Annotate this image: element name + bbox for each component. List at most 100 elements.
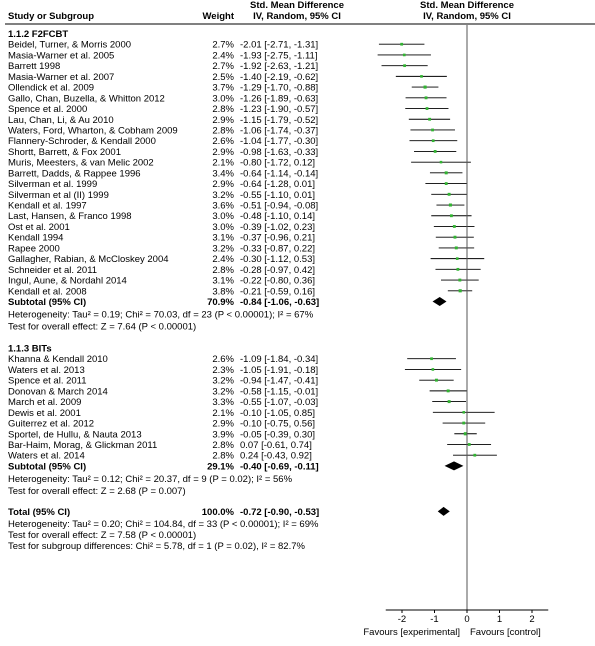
- study-marker: [453, 235, 457, 239]
- study-name: Ingul, Aune, & Nordahl 2014: [8, 276, 127, 287]
- study-marker: [463, 432, 467, 436]
- study-name: Kendall 1994: [8, 233, 63, 244]
- study-weight: 2.1%: [212, 408, 234, 419]
- favours-left-label: Favours [experimental]: [363, 627, 460, 638]
- study-marker: [400, 42, 404, 46]
- header-plot-title: Std. Mean Difference: [420, 0, 514, 11]
- study-marker: [473, 453, 477, 457]
- study-weight: 2.5%: [212, 72, 234, 83]
- study-marker: [431, 128, 434, 132]
- subtotal-diamond: [432, 297, 447, 306]
- study-marker: [455, 257, 459, 260]
- study-ci: -0.94 [-1.47, -0.41]: [240, 376, 318, 387]
- study-ci: -0.48 [-1.10, 0.14]: [240, 211, 315, 222]
- study-name: Last, Hansen, & Franco 1998: [8, 211, 132, 222]
- study-ci: -0.10 [-1.05, 0.85]: [240, 408, 315, 419]
- study-ci: -0.22 [-0.80, 0.36]: [240, 276, 315, 287]
- subtotal-ci: -0.84 [-1.06, -0.63]: [240, 297, 319, 308]
- study-ci: -0.55 [-1.07, -0.03]: [240, 397, 318, 408]
- subgroup-differences-text: Test for subgroup differences: Chi² = 5.…: [8, 541, 306, 552]
- subtotal-weight: 70.9%: [207, 297, 234, 308]
- study-name: Masia-Warner et al. 2007: [8, 72, 114, 83]
- study-weight: 3.0%: [212, 211, 234, 222]
- study-name: Khanna & Kendall 2010: [8, 354, 108, 365]
- study-weight: 3.1%: [212, 233, 234, 244]
- study-name: Spence et al. 2000: [8, 104, 87, 115]
- total-weight: 100.0%: [202, 507, 235, 518]
- study-weight: 2.4%: [212, 254, 234, 265]
- study-name: Guiterrez et al. 2012: [8, 419, 94, 430]
- study-weight: 3.7%: [212, 83, 234, 94]
- study-name: Gallagher, Rabian, & McCloskey 2004: [8, 254, 169, 265]
- study-weight: 2.8%: [212, 104, 234, 115]
- study-weight: 2.8%: [212, 440, 234, 451]
- study-marker: [430, 357, 433, 361]
- study-name: Muris, Meesters, & van Melic 2002: [8, 158, 154, 169]
- tick-label: 1: [497, 614, 502, 625]
- study-marker: [403, 64, 406, 68]
- study-name: Spence et al. 2011: [8, 376, 87, 387]
- study-ci: -0.98 [-1.63, -0.33]: [240, 147, 318, 158]
- header-smd-title: Std. Mean Difference: [250, 0, 344, 11]
- study-marker: [458, 278, 462, 282]
- study-ci: -0.80 [-1.72, 0.12]: [240, 158, 315, 169]
- study-weight: 2.8%: [212, 265, 234, 276]
- study-marker: [462, 421, 466, 425]
- study-weight: 2.7%: [212, 40, 234, 51]
- tick-label: 0: [464, 614, 469, 625]
- study-weight: 2.6%: [212, 136, 234, 147]
- study-weight: 3.0%: [212, 93, 234, 104]
- subtotal-weight: 29.1%: [207, 461, 234, 472]
- study-ci: -1.04 [-1.77, -0.30]: [240, 136, 318, 147]
- tick-label: -1: [430, 614, 438, 625]
- study-weight: 3.0%: [212, 222, 234, 233]
- study-name: Bar-Haim, Morag, & Glickman 2011: [8, 440, 157, 451]
- header-weight: Weight: [203, 11, 235, 22]
- study-marker: [458, 289, 462, 293]
- study-weight: 2.8%: [212, 451, 234, 462]
- study-marker: [431, 368, 435, 371]
- study-marker: [439, 160, 443, 164]
- study-weight: 2.9%: [212, 115, 234, 126]
- study-ci: -0.05 [-0.39, 0.30]: [240, 429, 315, 440]
- total-ci: -0.72 [-0.90, -0.53]: [240, 507, 319, 518]
- study-marker: [444, 182, 448, 185]
- study-marker: [449, 214, 453, 218]
- study-name: Lau, Chan, Li, & Au 2010: [8, 115, 114, 126]
- study-marker: [425, 107, 429, 110]
- study-ci: -1.05 [-1.91, -0.18]: [240, 365, 318, 376]
- study-name: Ost et al. 2001: [8, 222, 70, 233]
- heterogeneity-text: Heterogeneity: Tau² = 0.19; Chi² = 70.03…: [8, 310, 314, 321]
- study-weight: 2.8%: [212, 125, 234, 136]
- study-ci: -0.64 [-1.28, 0.01]: [240, 179, 315, 190]
- study-marker: [456, 267, 460, 271]
- study-ci: -1.93 [-2.75, -1.11]: [240, 50, 317, 61]
- overall-effect-text: Test for overall effect: Z = 7.64 (P < 0…: [8, 322, 196, 333]
- study-weight: 2.6%: [212, 354, 234, 365]
- study-name: March et al. 2009: [8, 397, 81, 408]
- study-ci: -0.55 [-1.10, 0.01]: [240, 190, 315, 201]
- study-ci: -0.51 [-0.94, -0.08]: [240, 201, 318, 212]
- study-marker: [448, 203, 452, 207]
- overall-effect-text: Test for overall effect: Z = 2.68 (P = 0…: [8, 486, 186, 497]
- study-marker: [420, 75, 423, 78]
- subgroup-title: 1.1.3 BITs: [8, 344, 52, 355]
- study-ci: -0.33 [-0.87, 0.22]: [240, 243, 315, 254]
- study-weight: 3.2%: [212, 386, 234, 397]
- subtotal-label: Subtotal (95% CI): [8, 297, 86, 308]
- study-marker: [444, 171, 448, 175]
- study-weight: 2.9%: [212, 147, 234, 158]
- study-marker: [467, 443, 471, 446]
- study-name: Schneider et al. 2011: [8, 265, 97, 276]
- study-name: Silverman et al. 1999: [8, 179, 97, 190]
- study-marker: [454, 246, 458, 250]
- total-diamond: [437, 506, 450, 516]
- study-name: Waters et al. 2014: [8, 451, 85, 462]
- study-ci: -2.01 [-2.71, -1.31]: [240, 40, 318, 51]
- study-name: Rapee 2000: [8, 243, 60, 254]
- study-marker: [447, 192, 451, 196]
- study-name: Masia-Warner et al. 2005: [8, 50, 114, 61]
- study-ci: -1.06 [-1.74, -0.37]: [240, 125, 318, 136]
